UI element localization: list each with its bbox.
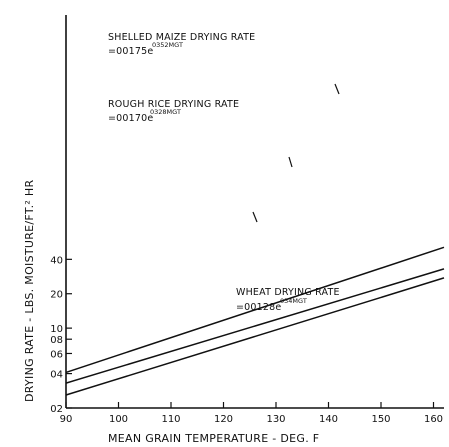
y-tick-label: 10 xyxy=(50,324,63,335)
y-tick-label: 40 xyxy=(50,255,63,266)
rice-leader-mark xyxy=(288,156,293,168)
maize-line xyxy=(65,246,445,374)
rice-annotation-title: ROUGH RICE DRYING RATE xyxy=(108,99,239,110)
axes xyxy=(65,15,444,409)
x-tick-label: 110 xyxy=(161,414,180,425)
wheat-annotation-coef: =00128e xyxy=(236,302,281,313)
rice-annotation-coef: =00170e xyxy=(108,113,153,124)
y-tick-label: 04 xyxy=(50,370,63,381)
wheat-line xyxy=(65,277,445,396)
x-tick-label: 140 xyxy=(319,414,338,425)
maize-annotation-exp: 0352MGT xyxy=(152,41,183,49)
maize-annotation-title: SHELLED MAIZE DRYING RATE xyxy=(108,32,255,43)
x-tick-label: 130 xyxy=(266,414,285,425)
y-tick-label: 02 xyxy=(50,404,63,415)
rice-line xyxy=(65,268,445,384)
maize-leader-mark xyxy=(334,83,340,95)
y-tick-label: 20 xyxy=(50,290,63,301)
x-tick-label: 120 xyxy=(214,414,233,425)
x-tick-label: 90 xyxy=(60,414,73,425)
x-tick-label: 100 xyxy=(109,414,128,425)
x-tick-label: 150 xyxy=(371,414,390,425)
wheat-leader-mark xyxy=(252,211,258,223)
x-axis-title: MEAN GRAIN TEMPERATURE - DEG. F xyxy=(108,432,319,445)
y-axis-title: DRYING RATE - LBS. MOISTURE/FT.² HR xyxy=(23,180,36,402)
wheat-annotation-exp: 034MGT xyxy=(280,297,307,305)
series-lines xyxy=(65,246,445,396)
y-tick-label: 06 xyxy=(50,349,63,360)
rice-annotation-exp: 0328MGT xyxy=(150,108,181,116)
wheat-annotation-title: WHEAT DRYING RATE xyxy=(236,287,340,298)
x-tick-label: 160 xyxy=(424,414,443,425)
maize-annotation-coef: =00175e xyxy=(108,46,153,57)
y-tick-label: 08 xyxy=(50,335,63,346)
